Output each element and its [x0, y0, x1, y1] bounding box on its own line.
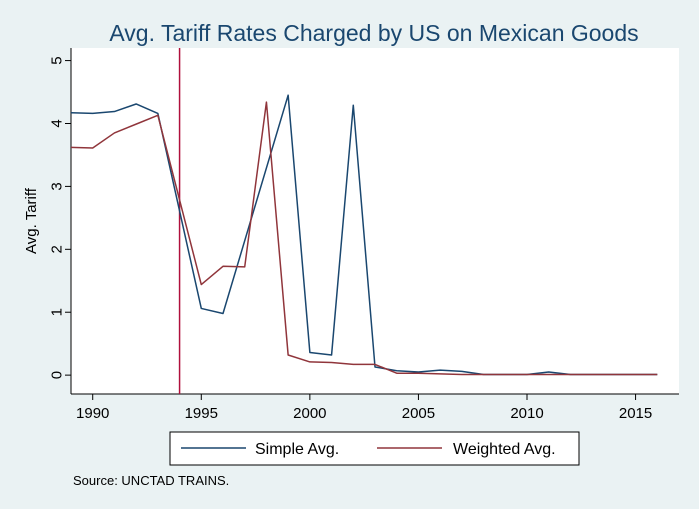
x-tick-label: 2010 [510, 405, 543, 422]
x-tick-label: 1995 [185, 405, 218, 422]
y-axis-title: Avg. Tariff [23, 187, 40, 254]
x-tick-label: 2015 [619, 405, 652, 422]
y-tick-label: 1 [49, 308, 66, 316]
y-tick-label: 0 [49, 371, 66, 379]
legend: Simple Avg. Weighted Avg. [169, 431, 580, 466]
y-tick-label: 4 [49, 119, 66, 127]
chart-title: Avg. Tariff Rates Charged by US on Mexic… [109, 20, 638, 46]
y-tick-label: 5 [49, 56, 66, 64]
x-tick-label: 2000 [293, 405, 326, 422]
series-line-weighted-avg [70, 101, 658, 376]
y-tick-label: 2 [49, 245, 66, 253]
x-tick-label: 2005 [402, 405, 435, 422]
legend-label-weighted: Weighted Avg. [453, 441, 556, 458]
legend-label-simple: Simple Avg. [255, 441, 339, 458]
plot-area [71, 48, 679, 394]
y-tick-label: 3 [49, 182, 66, 190]
source-note: Source: UNCTAD TRAINS. [73, 473, 229, 488]
x-tick-label: 1990 [76, 405, 109, 422]
